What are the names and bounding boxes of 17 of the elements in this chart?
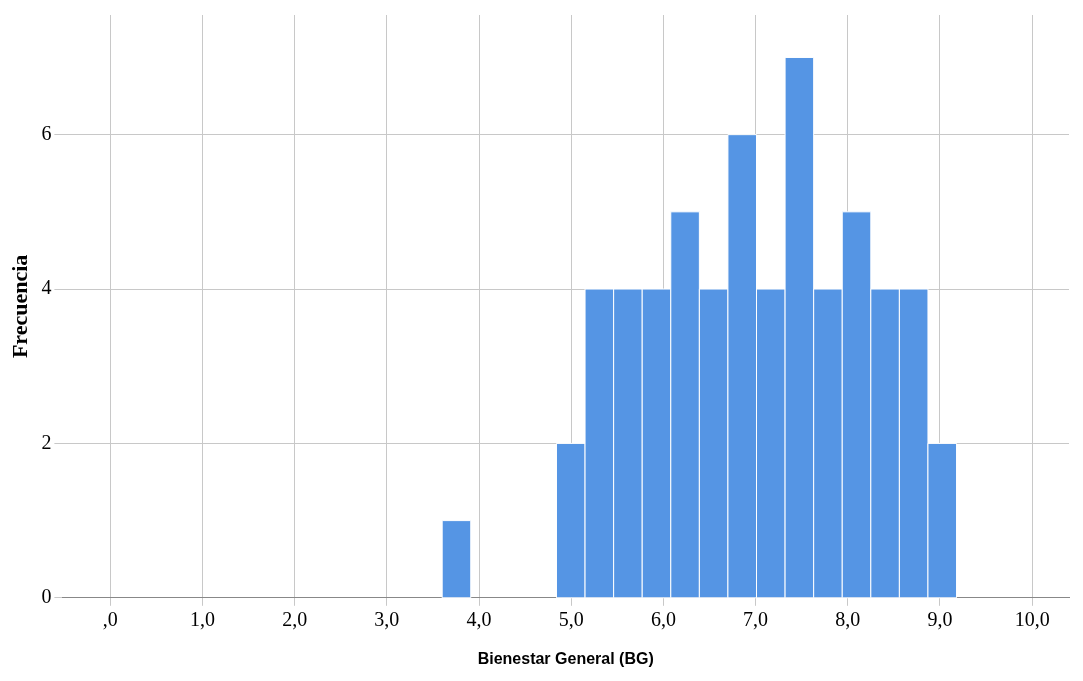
y-tick-label: 4: [41, 276, 52, 299]
x-tick-label: 9,0: [927, 608, 953, 631]
x-tick-label: 3,0: [374, 608, 400, 631]
y-tick-label: 2: [41, 430, 52, 453]
x-tick-label: 6,0: [650, 608, 676, 631]
x-tick-label: 7,0: [743, 608, 769, 631]
y-axis-title: Frecuencia: [6, 254, 32, 359]
x-tick-label: ,0: [102, 608, 118, 631]
x-tick-label: 10,0: [1014, 608, 1050, 631]
x-tick-label: 2,0: [282, 608, 308, 631]
x-tick-label: 1,0: [190, 608, 216, 631]
x-axis-title: Bienestar General (BG): [477, 649, 654, 667]
x-tick-label: 8,0: [835, 608, 861, 631]
y-tick-label: 6: [41, 121, 52, 144]
y-tick-label: 0: [41, 585, 52, 608]
x-tick-label: 5,0: [558, 608, 584, 631]
x-tick-label: 4,0: [466, 608, 492, 631]
